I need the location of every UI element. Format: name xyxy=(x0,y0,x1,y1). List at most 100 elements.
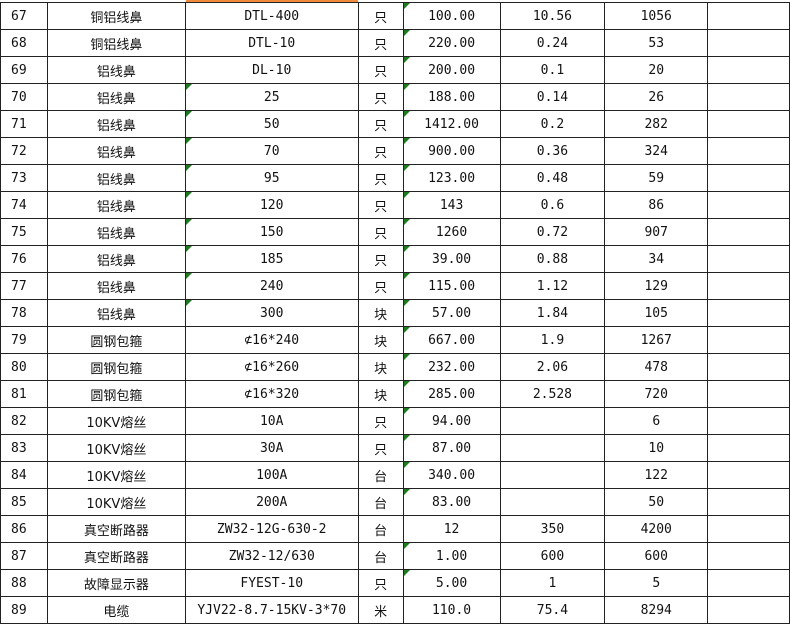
amount-cell[interactable]: 1056 xyxy=(604,2,709,30)
quantity-cell[interactable]: 1412.00 xyxy=(402,110,501,138)
spec-cell[interactable]: 200A xyxy=(184,488,359,516)
spec-cell[interactable]: FYEST-10 xyxy=(184,569,359,597)
quantity-cell[interactable]: 5.00 xyxy=(402,569,501,597)
row-number-cell[interactable]: 85 xyxy=(0,488,48,516)
empty-cell[interactable] xyxy=(707,326,790,354)
unit-price-cell[interactable]: 1.9 xyxy=(499,326,606,354)
quantity-cell[interactable]: 340.00 xyxy=(402,461,501,489)
item-name-cell[interactable]: 10KV熔丝 xyxy=(46,407,186,435)
empty-cell[interactable] xyxy=(707,380,790,408)
empty-cell[interactable] xyxy=(707,164,790,192)
unit-cell[interactable]: 只 xyxy=(357,83,404,111)
unit-price-cell[interactable]: 0.36 xyxy=(499,137,606,165)
item-name-cell[interactable]: 真空断路器 xyxy=(46,542,186,570)
empty-cell[interactable] xyxy=(707,29,790,57)
row-number-cell[interactable]: 75 xyxy=(0,218,48,246)
amount-cell[interactable]: 324 xyxy=(604,137,709,165)
quantity-cell[interactable]: 39.00 xyxy=(402,245,501,273)
item-name-cell[interactable]: 铝线鼻 xyxy=(46,137,186,165)
unit-cell[interactable]: 台 xyxy=(357,542,404,570)
item-name-cell[interactable]: 铝线鼻 xyxy=(46,110,186,138)
amount-cell[interactable]: 478 xyxy=(604,353,709,381)
spec-cell[interactable]: 95 xyxy=(184,164,359,192)
row-number-cell[interactable]: 74 xyxy=(0,191,48,219)
item-name-cell[interactable]: 10KV熔丝 xyxy=(46,488,186,516)
spec-cell[interactable]: DL-10 xyxy=(184,56,359,84)
quantity-cell[interactable]: 285.00 xyxy=(402,380,501,408)
item-name-cell[interactable]: 10KV熔丝 xyxy=(46,434,186,462)
amount-cell[interactable]: 26 xyxy=(604,83,709,111)
amount-cell[interactable]: 5 xyxy=(604,569,709,597)
row-number-cell[interactable]: 67 xyxy=(0,2,48,30)
amount-cell[interactable]: 600 xyxy=(604,542,709,570)
item-name-cell[interactable]: 铝线鼻 xyxy=(46,272,186,300)
quantity-cell[interactable]: 87.00 xyxy=(402,434,501,462)
empty-cell[interactable] xyxy=(707,353,790,381)
unit-cell[interactable]: 只 xyxy=(357,245,404,273)
empty-cell[interactable] xyxy=(707,488,790,516)
row-number-cell[interactable]: 83 xyxy=(0,434,48,462)
quantity-cell[interactable]: 94.00 xyxy=(402,407,501,435)
quantity-cell[interactable]: 100.00 xyxy=(402,2,501,30)
spec-cell[interactable]: ZW32-12G-630-2 xyxy=(184,515,359,543)
amount-cell[interactable]: 105 xyxy=(604,299,709,327)
row-number-cell[interactable]: 86 xyxy=(0,515,48,543)
item-name-cell[interactable]: 铝线鼻 xyxy=(46,83,186,111)
row-number-cell[interactable]: 84 xyxy=(0,461,48,489)
empty-cell[interactable] xyxy=(707,110,790,138)
empty-cell[interactable] xyxy=(707,83,790,111)
item-name-cell[interactable]: 故障显示器 xyxy=(46,569,186,597)
spec-cell[interactable]: DTL-10 xyxy=(184,29,359,57)
unit-price-cell[interactable] xyxy=(499,407,606,435)
empty-cell[interactable] xyxy=(707,2,790,30)
row-number-cell[interactable]: 80 xyxy=(0,353,48,381)
spec-cell[interactable]: 50 xyxy=(184,110,359,138)
quantity-cell[interactable]: 110.0 xyxy=(402,596,501,624)
unit-cell[interactable]: 只 xyxy=(357,137,404,165)
empty-cell[interactable] xyxy=(707,596,790,624)
item-name-cell[interactable]: 圆钢包箍 xyxy=(46,353,186,381)
unit-price-cell[interactable]: 2.06 xyxy=(499,353,606,381)
empty-cell[interactable] xyxy=(707,542,790,570)
amount-cell[interactable]: 907 xyxy=(604,218,709,246)
amount-cell[interactable]: 4200 xyxy=(604,515,709,543)
item-name-cell[interactable]: 铝线鼻 xyxy=(46,191,186,219)
unit-price-cell[interactable]: 75.4 xyxy=(499,596,606,624)
unit-cell[interactable]: 只 xyxy=(357,56,404,84)
row-number-cell[interactable]: 78 xyxy=(0,299,48,327)
unit-cell[interactable]: 台 xyxy=(357,488,404,516)
empty-cell[interactable] xyxy=(707,434,790,462)
item-name-cell[interactable]: 铜铝线鼻 xyxy=(46,29,186,57)
spec-cell[interactable]: 150 xyxy=(184,218,359,246)
item-name-cell[interactable]: 10KV熔丝 xyxy=(46,461,186,489)
row-number-cell[interactable]: 77 xyxy=(0,272,48,300)
unit-cell[interactable]: 只 xyxy=(357,272,404,300)
unit-price-cell[interactable] xyxy=(499,461,606,489)
unit-cell[interactable]: 只 xyxy=(357,218,404,246)
spec-cell[interactable]: YJV22-8.7-15KV-3*70 xyxy=(184,596,359,624)
quantity-cell[interactable]: 1.00 xyxy=(402,542,501,570)
item-name-cell[interactable]: 铜铝线鼻 xyxy=(46,2,186,30)
unit-cell[interactable]: 只 xyxy=(357,569,404,597)
unit-price-cell[interactable]: 600 xyxy=(499,542,606,570)
empty-cell[interactable] xyxy=(707,272,790,300)
empty-cell[interactable] xyxy=(707,299,790,327)
row-number-cell[interactable]: 72 xyxy=(0,137,48,165)
unit-cell[interactable]: 只 xyxy=(357,110,404,138)
unit-price-cell[interactable]: 2.528 xyxy=(499,380,606,408)
amount-cell[interactable]: 720 xyxy=(604,380,709,408)
amount-cell[interactable]: 10 xyxy=(604,434,709,462)
item-name-cell[interactable]: 圆钢包箍 xyxy=(46,326,186,354)
quantity-cell[interactable]: 667.00 xyxy=(402,326,501,354)
spec-cell[interactable]: 10A xyxy=(184,407,359,435)
unit-price-cell[interactable] xyxy=(499,434,606,462)
spec-cell[interactable]: DTL-400 xyxy=(184,2,359,30)
unit-cell[interactable]: 只 xyxy=(357,2,404,30)
amount-cell[interactable]: 59 xyxy=(604,164,709,192)
unit-cell[interactable]: 块 xyxy=(357,326,404,354)
empty-cell[interactable] xyxy=(707,407,790,435)
quantity-cell[interactable]: 83.00 xyxy=(402,488,501,516)
unit-cell[interactable]: 只 xyxy=(357,164,404,192)
row-number-cell[interactable]: 70 xyxy=(0,83,48,111)
row-number-cell[interactable]: 71 xyxy=(0,110,48,138)
